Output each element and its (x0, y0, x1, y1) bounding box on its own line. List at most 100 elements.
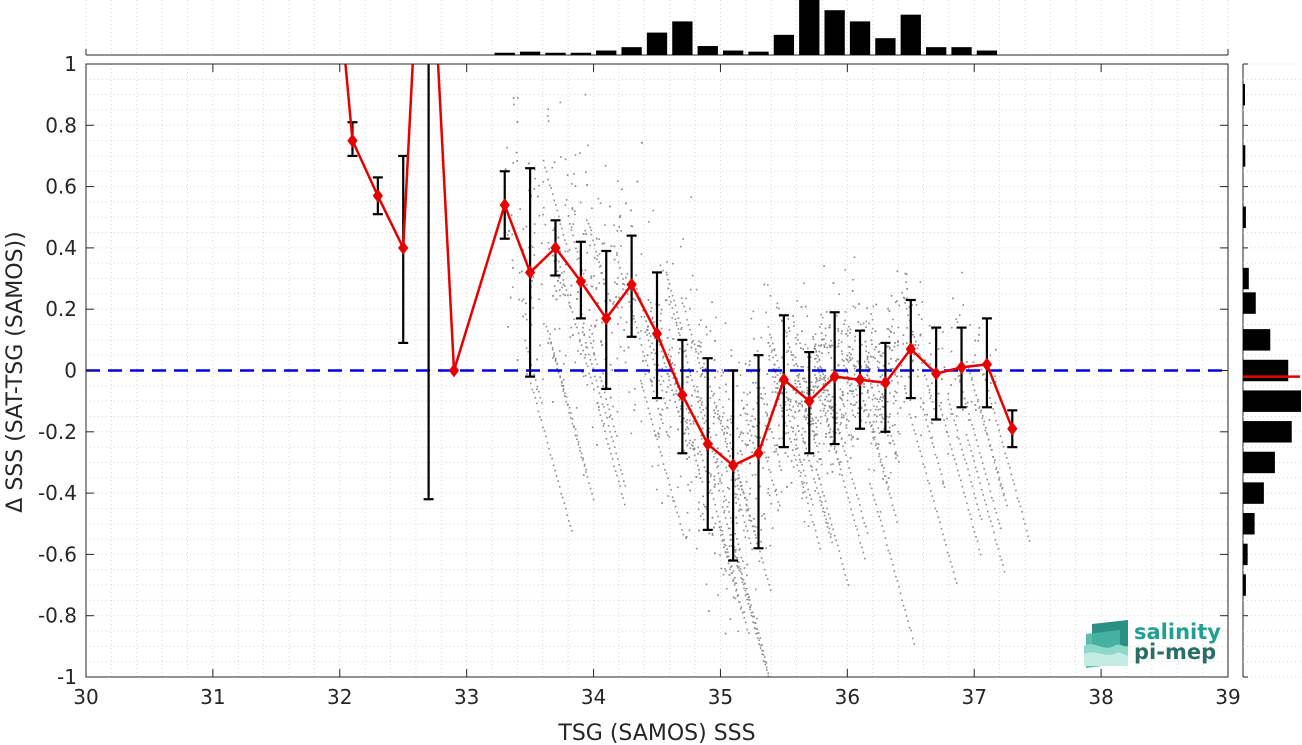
scatter-point (774, 371, 777, 373)
scatter-point (789, 420, 791, 422)
scatter-point (552, 401, 554, 403)
scatter-point (742, 491, 745, 493)
scatter-point (1013, 483, 1016, 485)
scatter-point (967, 367, 970, 369)
scatter-point (807, 502, 809, 505)
scatter-point (862, 400, 865, 402)
scatter-point (579, 339, 581, 341)
scatter-point (1003, 570, 1006, 573)
scatter-point (550, 187, 552, 189)
scatter-point (654, 352, 657, 355)
scatter-point (758, 560, 761, 562)
scatter-point (814, 348, 816, 350)
scatter-point (815, 433, 817, 436)
scatter-point (716, 460, 718, 463)
scatter-point (741, 581, 744, 583)
scatter-point (775, 450, 777, 453)
scatter-point (998, 522, 1001, 525)
scatter-point (799, 458, 801, 461)
scatter-point (726, 548, 729, 550)
scatter-point (654, 434, 657, 436)
scatter-point (812, 503, 814, 506)
scatter-point (895, 391, 898, 394)
logo-line2: pi-mep (1134, 640, 1216, 664)
scatter-point (752, 382, 754, 384)
scatter-point (577, 443, 580, 446)
scatter-point (905, 308, 908, 310)
scatter-point (750, 611, 753, 614)
scatter-point (1012, 479, 1014, 481)
scatter-point (592, 340, 595, 342)
scatter-point (690, 196, 693, 198)
scatter-point (882, 364, 885, 367)
scatter-point (714, 461, 717, 464)
scatter-point (740, 571, 742, 573)
scatter-point (696, 385, 698, 388)
scatter-point (905, 615, 908, 617)
scatter-point (695, 350, 697, 353)
mean-point (753, 446, 764, 461)
right-hist-bar (1243, 329, 1271, 351)
scatter-point (739, 450, 742, 452)
scatter-point (665, 391, 668, 393)
scatter-point (767, 492, 769, 494)
scatter-point (522, 228, 525, 230)
scatter-point (994, 539, 997, 541)
scatter-point (717, 515, 719, 518)
scatter-point (752, 621, 754, 623)
scatter-point (697, 464, 699, 467)
scatter-point (650, 352, 653, 354)
scatter-point (610, 452, 612, 455)
scatter-point (876, 384, 879, 387)
scatter-point (576, 326, 578, 329)
scatter-point (896, 521, 898, 523)
scatter-point (644, 331, 647, 333)
right-hist-bar (1243, 543, 1248, 566)
scatter-point (813, 455, 815, 457)
scatter-point (754, 418, 756, 420)
scatter-point (724, 440, 727, 443)
scatter-point (749, 429, 751, 432)
scatter-point (847, 392, 849, 395)
scatter-point (797, 376, 800, 379)
scatter-point (769, 295, 772, 297)
scatter-point (534, 177, 536, 180)
scatter-point (584, 342, 587, 344)
scatter-point (586, 365, 589, 368)
scatter-point (964, 496, 967, 498)
scatter-point (895, 453, 897, 455)
scatter-point (893, 332, 895, 334)
scatter-point (556, 362, 559, 365)
scatter-point (668, 436, 671, 438)
scatter-point (801, 463, 803, 466)
scatter-point (876, 511, 879, 513)
scatter-point (868, 468, 870, 471)
scatter-point (893, 443, 896, 446)
scatter-point (675, 393, 677, 395)
scatter-point (735, 478, 737, 480)
right-hist-bar (1243, 359, 1289, 382)
scatter-point (610, 414, 612, 417)
scatter-point (551, 348, 554, 351)
scatter-point (690, 481, 693, 483)
scatter-point (850, 383, 853, 385)
scatter-point (738, 561, 740, 563)
scatter-point (855, 525, 857, 527)
scatter-point (881, 400, 883, 402)
scatter-point (764, 424, 767, 427)
scatter-point (772, 342, 774, 345)
scatter-point (818, 358, 821, 361)
scatter-point (793, 364, 795, 367)
scatter-point (749, 542, 752, 545)
scatter-point (796, 300, 799, 302)
scatter-point (691, 394, 693, 397)
scatter-point (936, 456, 938, 459)
scatter-point (564, 263, 567, 266)
scatter-point (593, 257, 596, 259)
scatter-point (973, 531, 976, 533)
scatter-point (817, 367, 819, 369)
scatter-point (555, 475, 558, 477)
scatter-point (568, 520, 570, 522)
scatter-point (781, 407, 783, 409)
scatter-point (810, 389, 813, 391)
